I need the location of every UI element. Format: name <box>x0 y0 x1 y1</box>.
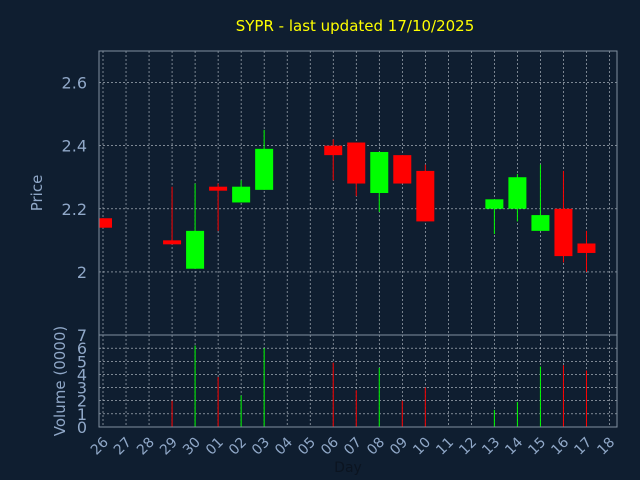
price-tick-label: 2 <box>77 263 87 282</box>
candle-body <box>347 142 366 184</box>
candle-body <box>393 155 412 184</box>
price-candles <box>99 129 596 272</box>
candle <box>508 174 527 222</box>
price-tick-label: 2.2 <box>62 200 87 219</box>
price-tick-labels: 2 2.2 2.4 2.6 <box>62 74 87 282</box>
candle <box>370 151 389 212</box>
candle <box>531 164 550 231</box>
candle-body <box>324 145 343 156</box>
candle <box>209 183 228 231</box>
candle <box>577 230 596 272</box>
candle <box>99 218 112 228</box>
candle <box>393 155 412 184</box>
y-axis-label-volume: Volume (0000) <box>51 326 69 436</box>
candle-body <box>163 240 182 245</box>
candle <box>163 186 182 245</box>
candle-body <box>209 186 228 191</box>
x-axis-label: Day <box>334 460 362 476</box>
candle <box>324 139 343 181</box>
candle <box>186 183 205 269</box>
candle-body <box>531 215 550 231</box>
candle-body <box>554 208 573 257</box>
candle-body <box>370 151 389 193</box>
candle-body <box>186 230 205 269</box>
candle <box>485 199 504 235</box>
price-tick-label: 2.6 <box>62 74 87 93</box>
volume-tick-label: 6 <box>77 339 87 358</box>
volume-tick-label: 0 <box>77 418 87 437</box>
volume-bars <box>171 345 587 427</box>
candle-body <box>232 186 251 203</box>
candle-body <box>485 199 504 209</box>
candle <box>232 180 251 203</box>
candle-body <box>577 243 596 253</box>
volume-tick-label: 2 <box>77 392 87 411</box>
price-panel: 2 2.2 2.4 2.6 <box>62 50 618 336</box>
volume-tick-label: 5 <box>77 352 87 371</box>
chart-title: SYPR - last updated 17/10/2025 <box>236 17 475 35</box>
x-tick-labels: 26 27 28 29 30 01 02 03 04 05 06 07 08 09 10 11 12 13 14 15… <box>88 434 618 458</box>
candle <box>416 164 435 222</box>
volume-tick-label: 4 <box>77 365 87 384</box>
volume-tick-label: 3 <box>77 379 87 398</box>
candle-body <box>416 170 435 222</box>
candle-body <box>508 177 527 209</box>
candle <box>347 142 366 197</box>
price-tick-label: 2.4 <box>62 137 87 156</box>
volume-tick-label: 1 <box>77 405 87 424</box>
volume-tick-label: 7 <box>77 326 87 345</box>
volume-plot-border <box>98 334 618 428</box>
y-axis-label-price: Price <box>28 175 46 212</box>
candle <box>255 129 274 190</box>
candle-body <box>255 148 274 190</box>
candle <box>554 170 573 263</box>
candle-body <box>99 218 112 228</box>
